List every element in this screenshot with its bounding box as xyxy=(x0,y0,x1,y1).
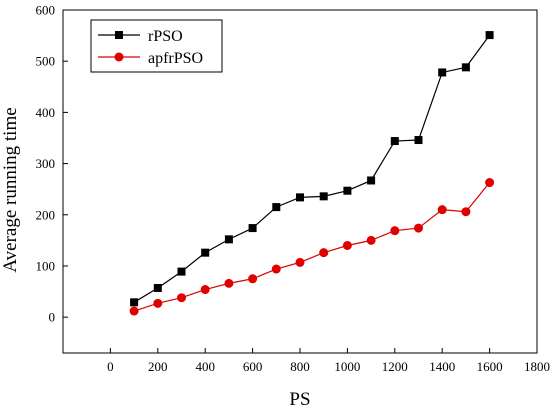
legend-marker-apfrpso xyxy=(114,52,124,62)
x-tick-label: 0 xyxy=(107,359,114,374)
y-tick-label: 200 xyxy=(36,207,56,222)
data-point-apfrpso xyxy=(342,240,352,250)
legend-entry-apfrpso: apfrPSO xyxy=(98,50,203,67)
series-line-rpso xyxy=(133,34,491,303)
data-point-rpso xyxy=(177,267,186,276)
data-point-rpso xyxy=(367,176,376,185)
data-point-apfrpso xyxy=(200,285,210,295)
data-point-apfrpso xyxy=(414,223,423,233)
series-rpso xyxy=(130,31,494,307)
axis-ticks: 0 200 400 600 800 1000 1200 1400 1600 1800 0 100 200… xyxy=(36,3,550,375)
series-line-apfrpso xyxy=(133,182,491,312)
x-tick-label: 200 xyxy=(148,359,168,374)
data-point-apfrpso xyxy=(153,298,163,308)
data-point-apfrpso xyxy=(248,274,258,284)
y-tick-label: 500 xyxy=(36,54,56,69)
data-point-rpso xyxy=(390,137,399,146)
legend-label-rpso: rPSO xyxy=(148,28,183,45)
data-point-rpso xyxy=(130,298,139,307)
y-tick-label: 400 xyxy=(36,105,56,120)
y-tick-label: 0 xyxy=(49,310,56,325)
data-point-apfrpso xyxy=(177,293,186,303)
x-tick-label: 600 xyxy=(243,359,263,374)
data-point-rpso xyxy=(319,192,328,201)
legend: rPSO apfrPSO xyxy=(90,19,223,73)
legend-label-apfrpso: apfrPSO xyxy=(148,50,203,67)
legend-marker-rpso xyxy=(115,31,123,39)
data-point-apfrpso xyxy=(319,248,329,258)
series-apfrpso xyxy=(129,178,495,316)
data-point-rpso xyxy=(248,224,257,233)
legend-box xyxy=(90,19,223,73)
data-point-rpso xyxy=(461,63,470,72)
data-point-apfrpso xyxy=(437,205,447,215)
x-tick-label: 1200 xyxy=(382,359,408,374)
x-tick-label: 400 xyxy=(195,359,215,374)
data-point-rpso xyxy=(272,203,281,212)
data-point-rpso xyxy=(296,193,304,202)
data-point-rpso xyxy=(153,283,162,292)
data-point-rpso xyxy=(438,68,447,77)
series-layer xyxy=(129,31,495,316)
y-axis-title: Average running time xyxy=(0,107,21,272)
data-point-rpso xyxy=(343,186,352,195)
data-point-apfrpso xyxy=(366,235,376,245)
y-tick-label: 300 xyxy=(36,156,56,171)
data-point-rpso xyxy=(224,235,233,244)
data-point-apfrpso xyxy=(129,306,139,316)
data-point-apfrpso xyxy=(390,226,400,236)
y-tick-label: 600 xyxy=(36,3,56,18)
legend-entry-rpso: rPSO xyxy=(98,28,183,45)
x-tick-label: 1800 xyxy=(524,359,550,374)
data-point-rpso xyxy=(201,248,210,257)
data-point-apfrpso xyxy=(295,257,305,267)
data-point-apfrpso xyxy=(485,178,495,188)
x-tick-label: 800 xyxy=(290,359,310,374)
y-tick-label: 100 xyxy=(36,258,56,273)
x-tick-label: 1000 xyxy=(334,359,360,374)
data-point-rpso xyxy=(414,136,423,145)
data-point-apfrpso xyxy=(271,264,281,274)
data-point-apfrpso xyxy=(224,278,234,288)
data-point-apfrpso xyxy=(461,207,471,217)
x-tick-label: 1400 xyxy=(429,359,455,374)
data-point-rpso xyxy=(485,31,494,40)
x-tick-label: 1600 xyxy=(477,359,503,374)
x-axis-title: PS xyxy=(289,389,310,410)
